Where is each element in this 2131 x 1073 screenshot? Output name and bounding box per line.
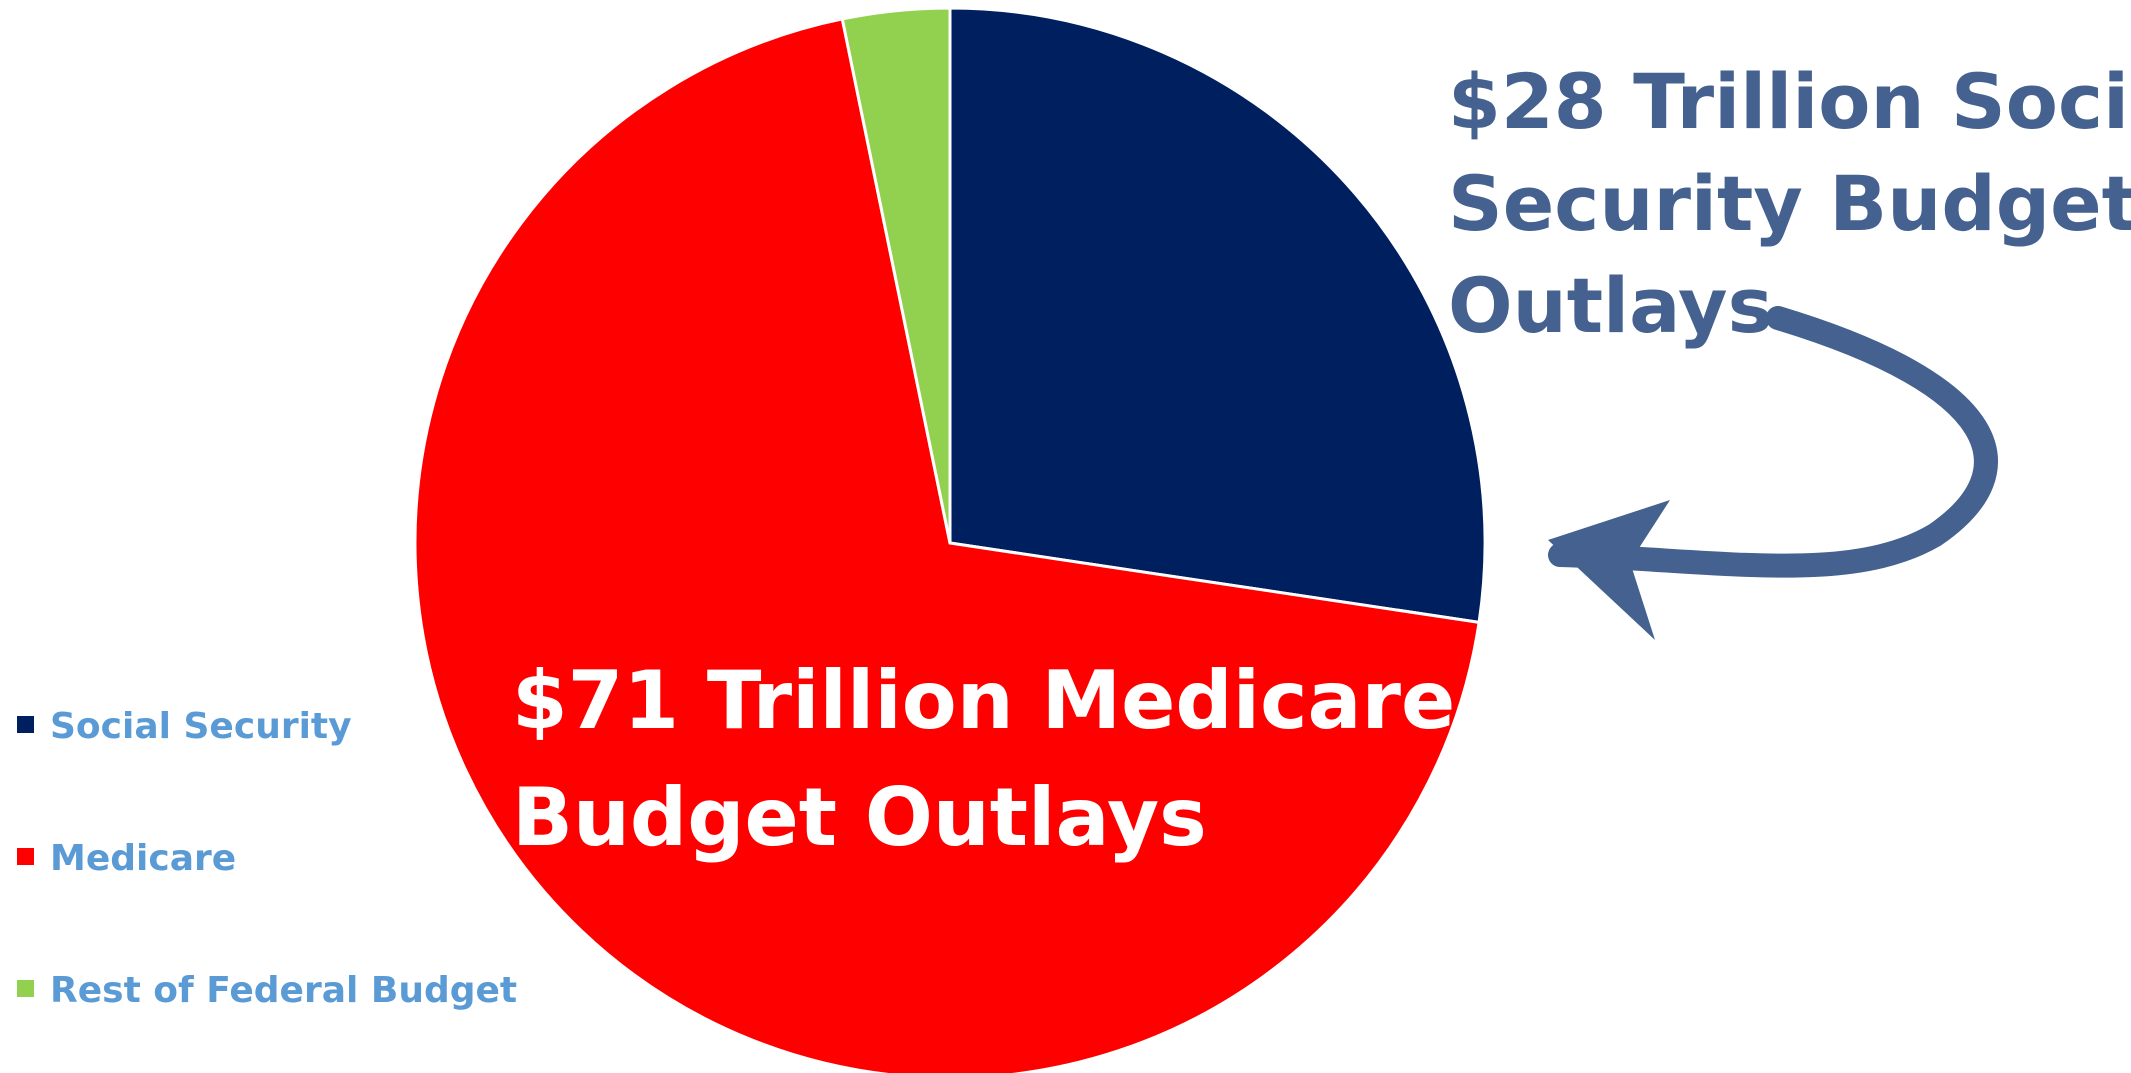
legend-swatch-medicare	[17, 848, 34, 865]
legend-swatch-social-security	[17, 716, 34, 733]
legend-label-medicare: Medicare	[50, 838, 236, 879]
medicare-annotation-line: Budget Outlays	[512, 771, 1207, 864]
social-security-annotation-line: $28 Trillion Social	[1448, 57, 2131, 146]
curved-arrow-icon	[1548, 306, 1998, 578]
legend-label-social-security: Social Security	[50, 706, 352, 747]
pie-slice-social-security	[948, 6, 1487, 625]
arrow-head-icon	[1548, 500, 1670, 640]
pie-slice-medicare	[413, 17, 1481, 1073]
social-security-annotation-line: Outlays	[1448, 261, 1773, 350]
social-security-annotation-line: Security Budget	[1448, 159, 2131, 248]
medicare-annotation: $71 Trillion Medicare Budget Outlays	[512, 654, 1483, 864]
chart-legend: Social Security Medicare Rest of Federal…	[17, 706, 517, 1011]
medicare-annotation-line: $71 Trillion Medicare	[512, 654, 1455, 747]
legend-swatch-rest-of-federal-budget	[17, 980, 34, 997]
legend-label-rest-of-federal-budget: Rest of Federal Budget	[50, 970, 517, 1011]
social-security-annotation: $28 Trillion Social Security Budget Outl…	[1448, 57, 2131, 350]
callout-arrow	[1548, 306, 1998, 640]
pie-slices	[413, 6, 1487, 1073]
pie-slice-rest-of-federal-budget	[840, 6, 952, 544]
